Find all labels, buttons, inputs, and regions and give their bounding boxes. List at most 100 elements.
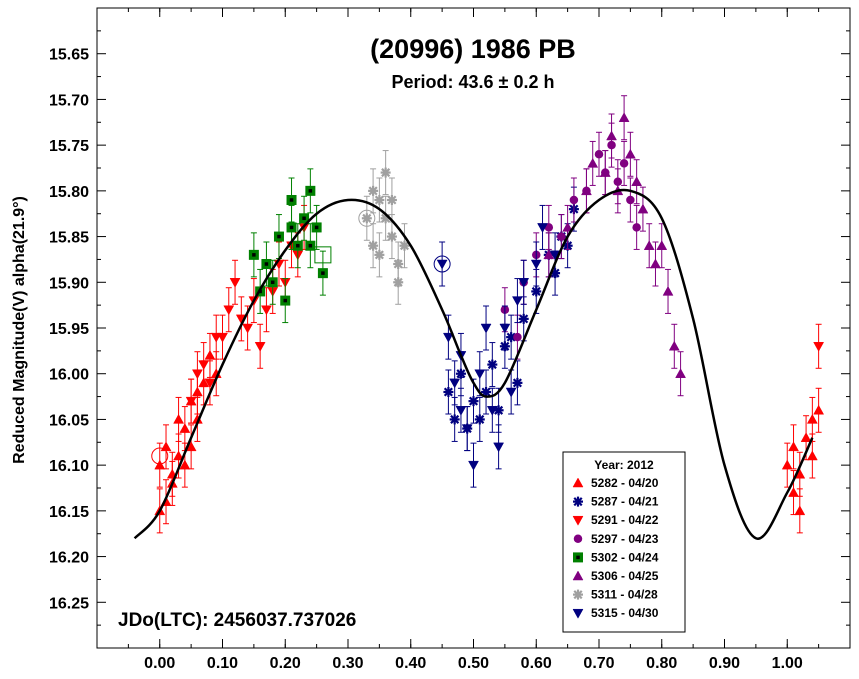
data-point	[537, 223, 548, 233]
legend-marker	[573, 552, 583, 563]
data-point	[512, 377, 523, 388]
data-point	[530, 259, 542, 270]
data-point	[204, 378, 216, 389]
data-point	[191, 369, 203, 380]
legend-marker	[572, 570, 584, 581]
data-point	[513, 332, 522, 342]
reference-point	[314, 246, 332, 264]
data-point	[781, 459, 793, 470]
data-point	[361, 213, 372, 224]
data-point	[624, 148, 636, 159]
data-point	[594, 150, 604, 159]
data-point	[179, 459, 191, 470]
data-point	[794, 505, 806, 516]
star-stroke	[399, 241, 410, 251]
data-point	[442, 332, 454, 343]
star-stroke	[531, 286, 541, 296]
star-stroke	[381, 168, 391, 178]
data-point	[305, 185, 316, 196]
y-tick-label: 16.05	[49, 412, 89, 429]
star-stroke	[387, 232, 397, 242]
y-tick-label: 15.65	[49, 47, 89, 64]
data-point	[386, 195, 397, 205]
data-point	[185, 396, 197, 407]
data-point	[229, 278, 241, 288]
data-point	[311, 222, 322, 233]
data-point	[223, 305, 235, 316]
data-point	[788, 441, 799, 452]
data-point	[656, 240, 668, 250]
data-point	[204, 349, 216, 360]
data-point	[292, 240, 303, 251]
data-point	[242, 323, 254, 334]
data-point	[643, 240, 655, 250]
legend-entry: 5287 - 04/21	[591, 495, 659, 509]
legend-entry: 5302 - 04/24	[591, 550, 659, 564]
data-point	[267, 277, 278, 288]
legend-marker	[572, 608, 584, 619]
data-point	[455, 406, 467, 416]
data-point	[436, 259, 448, 270]
data-point	[299, 213, 310, 224]
star-stroke	[450, 414, 460, 424]
legend: Year: 2012 5282 - 04/20 5287 - 04/21 5291 …	[562, 451, 686, 633]
data-point	[480, 323, 492, 334]
x-tick-label: 0.60	[521, 655, 552, 672]
series-5306	[543, 95, 686, 397]
star-stroke	[368, 186, 378, 196]
data-point	[581, 185, 592, 196]
data-point	[518, 278, 530, 288]
data-point	[587, 157, 599, 168]
star-stroke	[573, 590, 583, 600]
data-point	[626, 195, 635, 205]
data-point	[380, 167, 391, 178]
chart-subtitle: Period: 43.6 ± 0.2 h	[392, 72, 555, 92]
data-point	[631, 176, 643, 186]
y-tick-label: 16.25	[49, 595, 89, 612]
y-tick-label: 16.15	[49, 504, 89, 521]
data-point	[675, 368, 686, 378]
square-core	[576, 555, 580, 560]
data-point	[286, 222, 297, 233]
data-point	[505, 387, 517, 398]
star-stroke	[519, 314, 529, 324]
data-point	[606, 130, 617, 141]
star-stroke	[368, 241, 378, 251]
y-tick-label: 15.90	[49, 275, 89, 292]
jd-annotation: JDo(LTC): 2456037.737026	[118, 610, 356, 631]
star-stroke	[362, 213, 372, 223]
data-point	[813, 342, 825, 352]
y-tick-label: 16.00	[49, 367, 89, 384]
data-point	[286, 195, 297, 205]
x-tick-label: 0.40	[395, 655, 426, 672]
square-core	[277, 234, 281, 239]
data-point	[248, 249, 259, 260]
square-core	[252, 253, 256, 257]
data-point	[468, 396, 479, 407]
square-core	[296, 243, 300, 248]
data-point	[449, 378, 461, 389]
data-point	[618, 112, 630, 122]
series-5311	[358, 150, 410, 305]
star-stroke	[443, 387, 453, 397]
data-point	[806, 450, 818, 461]
y-tick-label: 15.80	[49, 184, 89, 201]
y-tick-label: 15.70	[49, 92, 89, 109]
data-point	[173, 450, 184, 461]
data-point	[254, 342, 266, 352]
data-point	[198, 360, 210, 371]
data-point	[637, 203, 649, 214]
x-tick-label: 0.10	[207, 655, 238, 672]
data-point	[813, 404, 825, 415]
data-point	[449, 414, 460, 425]
data-point	[280, 295, 291, 306]
data-point	[273, 231, 284, 242]
x-tick-label: 0.00	[144, 655, 175, 672]
legend-marker	[573, 534, 583, 544]
data-point	[632, 223, 641, 232]
square-core	[321, 271, 325, 275]
data-point	[368, 185, 379, 196]
data-point	[393, 277, 404, 288]
legend-box	[562, 451, 686, 633]
data-point	[486, 406, 498, 416]
